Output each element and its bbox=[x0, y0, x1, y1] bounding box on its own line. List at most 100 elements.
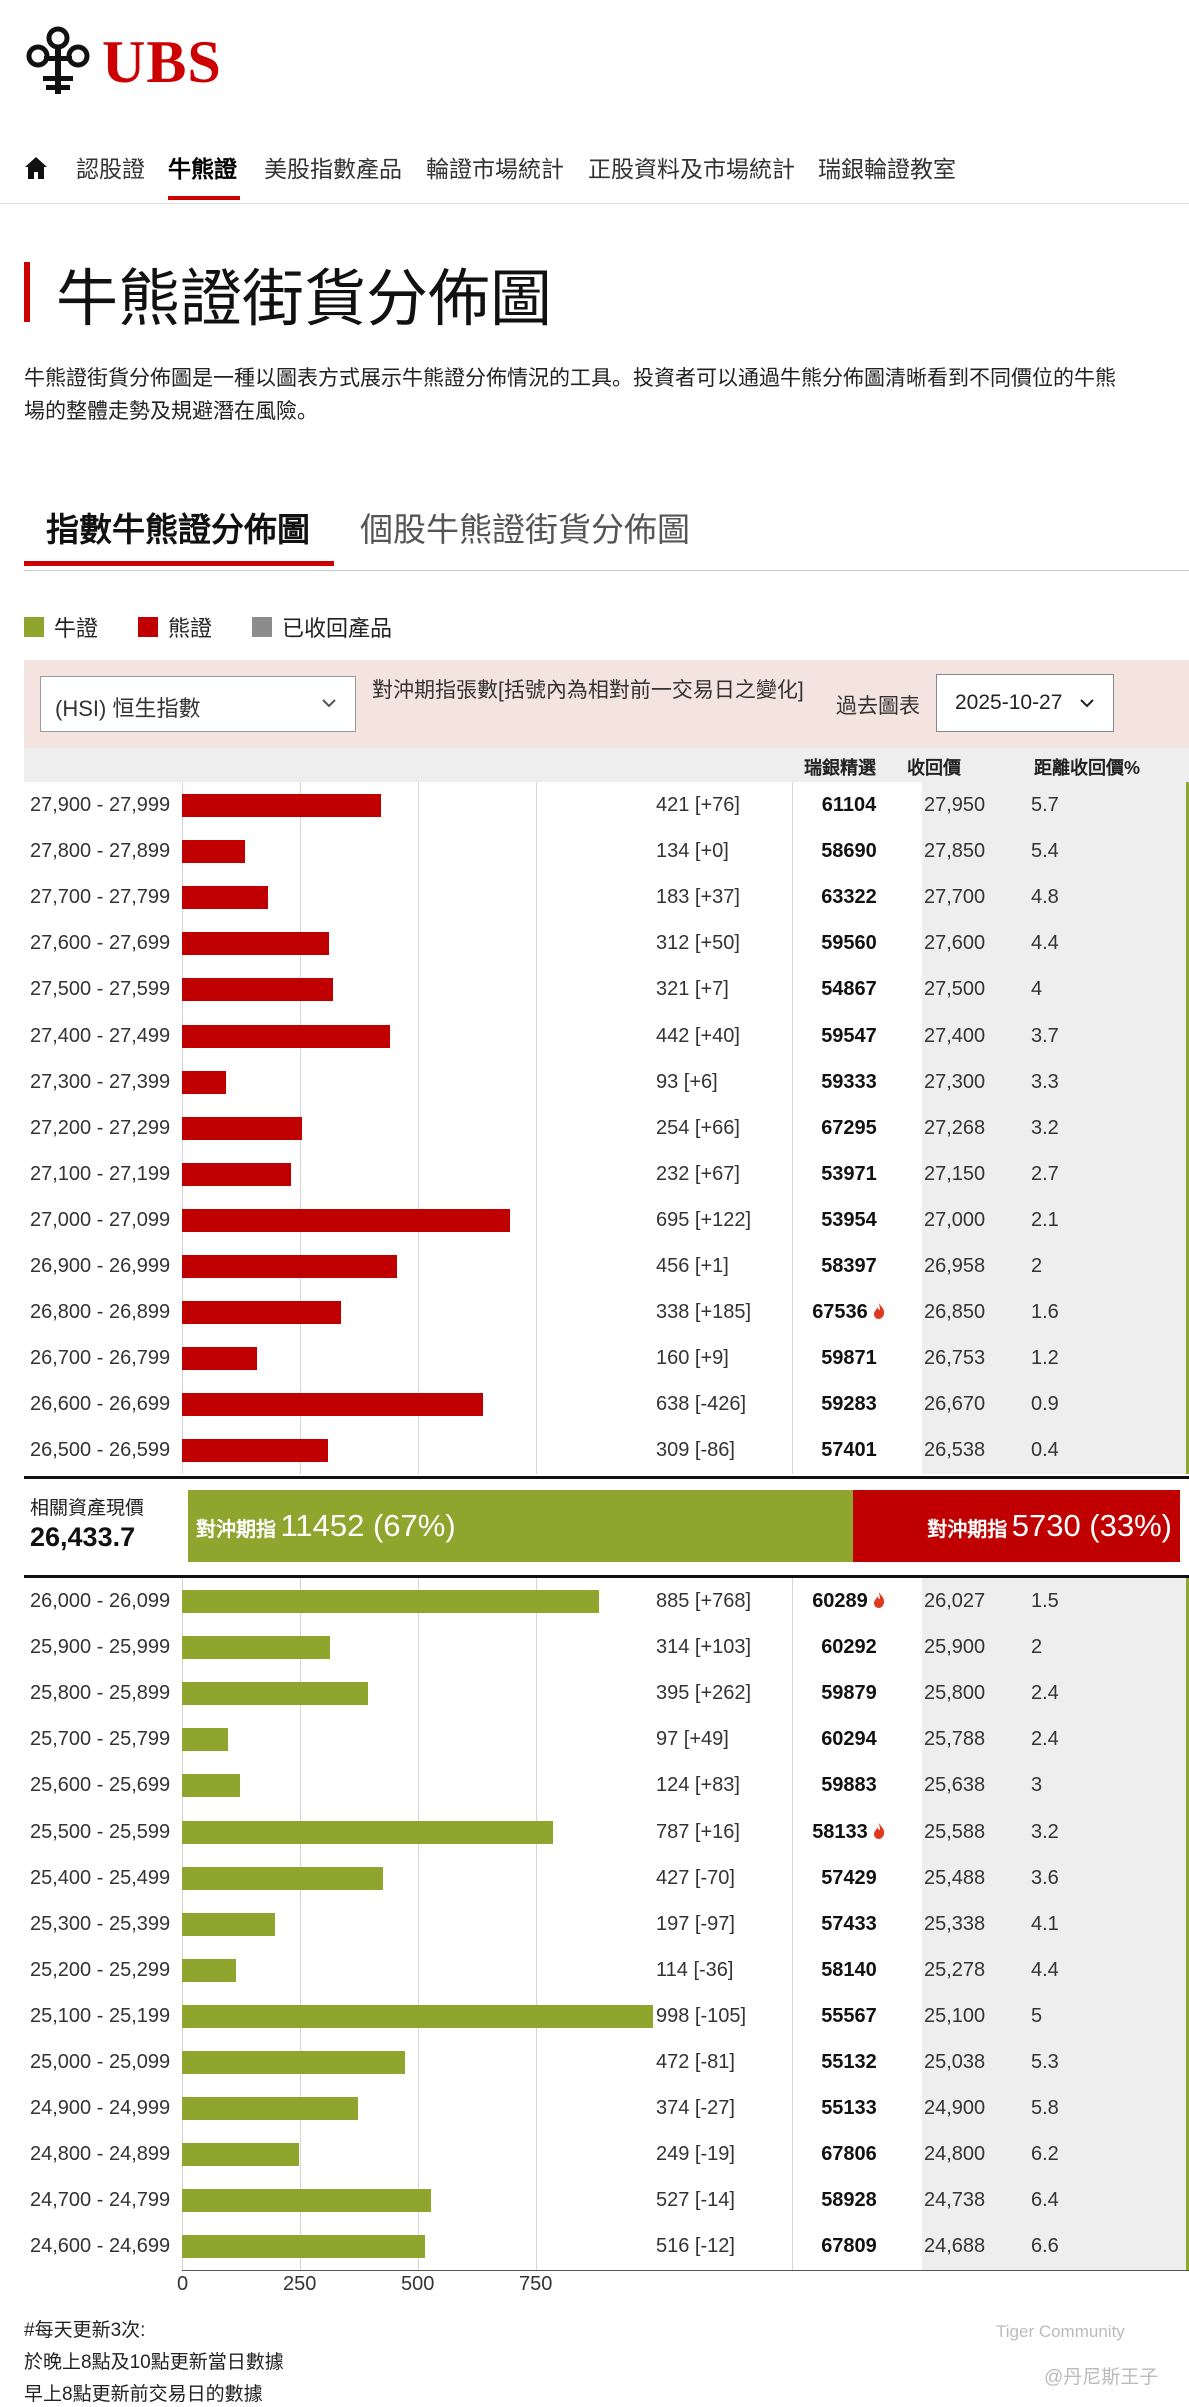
bull-bar[interactable] bbox=[182, 1636, 330, 1660]
index-select[interactable]: (HSI) 恒生指數 bbox=[40, 676, 356, 732]
bull-bar[interactable] bbox=[182, 2235, 425, 2259]
bull-bar[interactable] bbox=[182, 2189, 431, 2213]
bull-bar[interactable] bbox=[182, 2004, 653, 2028]
bull-table: 26,000 - 26,099 885 [+768] 60289 26,027 1.5 2… bbox=[24, 1578, 1189, 2270]
price-range-label: 25,800 - 25,899 bbox=[30, 1682, 171, 1705]
spot-label: 相關資產現價 bbox=[30, 1498, 145, 1519]
contract-count: 885 [+768] bbox=[656, 1590, 752, 1612]
call-price: 24,688 bbox=[924, 2235, 986, 2258]
bull-bar[interactable] bbox=[182, 1958, 236, 1982]
bear-bar[interactable] bbox=[182, 1301, 341, 1325]
tab-stock-cbbc[interactable]: 個股牛熊證街貨分佈圖 bbox=[360, 511, 690, 548]
home-icon[interactable] bbox=[22, 154, 50, 182]
bull-bar[interactable] bbox=[182, 2143, 299, 2167]
product-code-link[interactable]: 53971 bbox=[789, 1163, 909, 1186]
product-code-link[interactable]: 58690 bbox=[789, 840, 909, 863]
product-code: 60294 bbox=[821, 1728, 877, 1751]
legend-item-bull: 牛證 bbox=[24, 611, 98, 643]
product-code-link[interactable]: 57429 bbox=[789, 1867, 909, 1890]
bear-bar[interactable] bbox=[182, 1116, 302, 1140]
table-row: 27,700 - 27,799 183 [+37] 63322 27,700 4.8 bbox=[24, 874, 1189, 920]
product-code-link[interactable]: 67536 bbox=[789, 1301, 909, 1324]
product-code-link[interactable]: 59283 bbox=[789, 1393, 909, 1416]
product-code-link[interactable]: 63322 bbox=[789, 886, 909, 909]
distance-percent: 6.2 bbox=[1031, 2143, 1059, 2166]
call-price: 27,850 bbox=[924, 840, 986, 863]
nav-item-stock-data[interactable]: 正股資料及市場統計 bbox=[588, 156, 795, 182]
bear-bar[interactable] bbox=[182, 1439, 328, 1463]
bull-bar[interactable] bbox=[182, 1866, 383, 1890]
product-code-link[interactable]: 54867 bbox=[789, 978, 909, 1001]
call-price: 24,900 bbox=[924, 2097, 986, 2120]
price-range-label: 24,700 - 24,799 bbox=[30, 2189, 171, 2212]
nav-item-cbbc[interactable]: 牛熊證 bbox=[168, 156, 237, 182]
past-chart-label: 過去圖表 bbox=[836, 695, 920, 718]
product-code-link[interactable]: 58928 bbox=[789, 2189, 909, 2212]
bear-bar[interactable] bbox=[182, 794, 381, 817]
distance-percent: 4.4 bbox=[1031, 932, 1059, 955]
x-tick-label: 0 bbox=[177, 2273, 189, 2295]
distance-percent: 2.4 bbox=[1031, 1728, 1059, 1751]
contract-count: 638 [-426] bbox=[656, 1393, 747, 1416]
bull-bar[interactable] bbox=[182, 1682, 368, 1706]
product-code-link[interactable]: 59560 bbox=[789, 932, 909, 955]
nav-item-warrants[interactable]: 認股證 bbox=[76, 156, 145, 182]
product-code-link[interactable]: 59871 bbox=[789, 1347, 909, 1370]
product-code-link[interactable]: 59883 bbox=[789, 1774, 909, 1797]
bull-bar[interactable] bbox=[182, 2051, 405, 2074]
product-code-link[interactable]: 59879 bbox=[789, 1682, 909, 1705]
product-code-link[interactable]: 55567 bbox=[789, 2005, 909, 2028]
product-code-link[interactable]: 59333 bbox=[789, 1071, 909, 1094]
product-code-link[interactable]: 57401 bbox=[789, 1439, 909, 1462]
contract-count: 309 [-86] bbox=[656, 1439, 735, 1462]
bull-bar[interactable] bbox=[182, 1590, 599, 1613]
price-range-label: 25,500 - 25,599 bbox=[30, 1820, 171, 1843]
product-code-link[interactable]: 61104 bbox=[789, 794, 909, 817]
call-price: 27,950 bbox=[924, 794, 986, 816]
nav-item-market-stats[interactable]: 輪證市場統計 bbox=[426, 156, 564, 182]
bear-bar[interactable] bbox=[182, 1070, 226, 1094]
tab-index-cbbc[interactable]: 指數牛熊證分佈圖 bbox=[46, 511, 310, 548]
product-code-link[interactable]: 60292 bbox=[789, 1636, 909, 1659]
price-range-label: 27,600 - 27,699 bbox=[30, 932, 171, 955]
legend-label-bull: 牛證 bbox=[54, 616, 99, 641]
product-code-link[interactable]: 58140 bbox=[789, 1959, 909, 1982]
product-code-link[interactable]: 59547 bbox=[789, 1025, 909, 1048]
bear-bar[interactable] bbox=[182, 1255, 397, 1278]
product-code: 57429 bbox=[821, 1866, 877, 1889]
product-code: 67809 bbox=[821, 2235, 877, 2258]
bear-bar[interactable] bbox=[182, 932, 329, 956]
product-code-link[interactable]: 55133 bbox=[789, 2097, 909, 2120]
product-code-link[interactable]: 53954 bbox=[789, 1209, 909, 1232]
bull-bar[interactable] bbox=[182, 1728, 228, 1752]
bear-bar[interactable] bbox=[182, 978, 333, 1002]
nav-active-underline bbox=[168, 196, 240, 200]
bear-bar[interactable] bbox=[182, 1347, 257, 1371]
call-price: 27,500 bbox=[924, 978, 986, 1001]
product-code-link[interactable]: 67806 bbox=[789, 2143, 909, 2166]
bear-bar[interactable] bbox=[182, 1024, 390, 1048]
product-code-link[interactable]: 58397 bbox=[789, 1255, 909, 1278]
product-code-link[interactable]: 60289 bbox=[789, 1590, 909, 1613]
product-code-link[interactable]: 57433 bbox=[789, 1913, 909, 1936]
product-code-link[interactable]: 58133 bbox=[789, 1821, 909, 1844]
bull-bar[interactable] bbox=[182, 1912, 275, 1936]
bear-bar[interactable] bbox=[182, 1162, 291, 1186]
bear-bar[interactable] bbox=[182, 1393, 483, 1417]
brand-header[interactable]: UBS bbox=[24, 22, 222, 102]
bear-bar[interactable] bbox=[182, 886, 268, 910]
contract-count: 183 [+37] bbox=[656, 886, 740, 909]
nav-item-us-index[interactable]: 美股指數產品 bbox=[264, 156, 402, 182]
product-code-link[interactable]: 60294 bbox=[789, 1728, 909, 1751]
product-code-link[interactable]: 55132 bbox=[789, 2051, 909, 2074]
bear-bar[interactable] bbox=[182, 1208, 510, 1232]
nav-item-classroom[interactable]: 瑞銀輪證教室 bbox=[818, 156, 956, 182]
product-code-link[interactable]: 67295 bbox=[789, 1117, 909, 1140]
bull-bar[interactable] bbox=[182, 2097, 358, 2121]
date-select[interactable]: 2025-10-27 bbox=[936, 674, 1114, 732]
bear-bar[interactable] bbox=[182, 840, 245, 864]
bull-bar[interactable] bbox=[182, 1820, 553, 1844]
bull-bar[interactable] bbox=[182, 1774, 240, 1798]
call-price: 27,400 bbox=[924, 1024, 986, 1047]
product-code-link[interactable]: 67809 bbox=[789, 2235, 909, 2258]
